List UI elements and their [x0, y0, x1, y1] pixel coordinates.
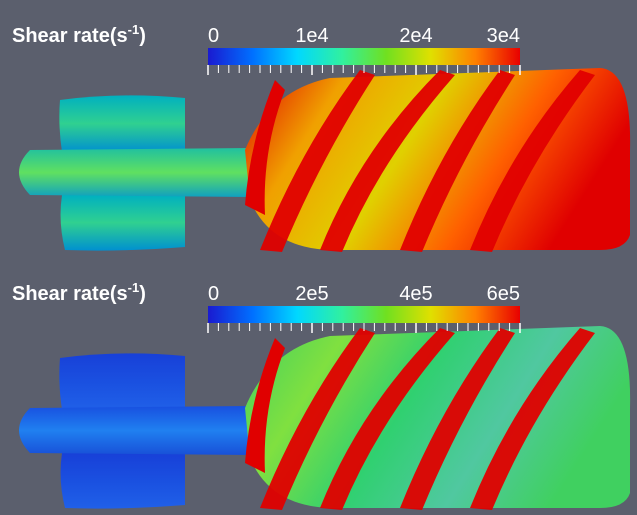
hub: [19, 406, 250, 455]
fin: [61, 453, 185, 509]
title-part: Shear rate(s: [12, 25, 128, 47]
rotor-render: [19, 68, 630, 252]
hub: [19, 148, 250, 197]
title-part: Shear rate(s: [12, 283, 128, 305]
tick-label: 2e5: [295, 283, 328, 305]
title-part: -1: [128, 22, 140, 37]
tick-label: 1e4: [295, 25, 328, 47]
tick-label: 4e5: [399, 283, 432, 305]
colorbar: [208, 306, 520, 323]
tick-label: 0: [208, 25, 219, 47]
page: {"chart_data": [ {"type": "colorbar", "t…: [0, 0, 637, 515]
colorbar: [208, 48, 520, 65]
fin: [59, 353, 185, 410]
tick-label: 0: [208, 283, 219, 305]
title-part: -1: [128, 280, 140, 295]
figure: Shear rate(s-1)01e42e43e4Shear rate(s-1)…: [0, 0, 637, 515]
rotor-render: [19, 326, 630, 510]
tick-label: 3e4: [487, 25, 520, 47]
tick-label: 2e4: [399, 25, 432, 47]
fin: [61, 195, 185, 251]
fin: [59, 95, 185, 152]
colorbar-title: Shear rate(s-1): [12, 280, 146, 305]
tick-label: 6e5: [487, 283, 520, 305]
title-part: ): [139, 283, 146, 305]
colorbar-title: Shear rate(s-1): [12, 22, 146, 47]
title-part: ): [139, 25, 146, 47]
